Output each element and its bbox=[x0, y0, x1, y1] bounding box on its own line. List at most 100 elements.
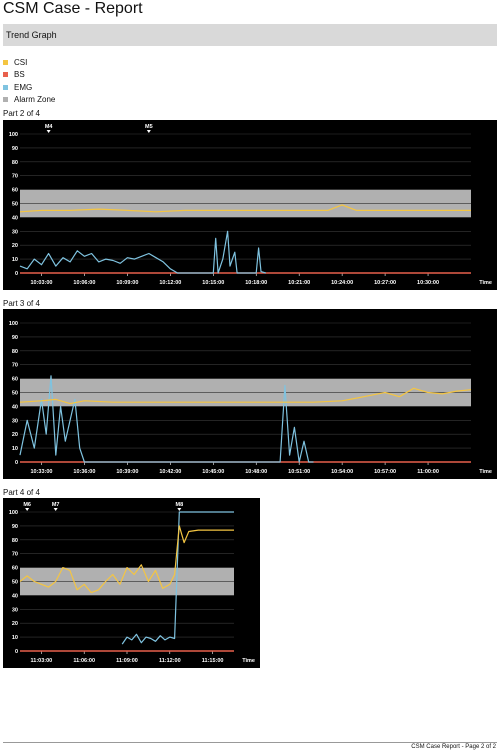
page-footer: CSM Case Report - Page 2 of 2 bbox=[411, 744, 496, 750]
marker-label-m8: M8 bbox=[175, 502, 183, 508]
legend-item-bs: BS bbox=[3, 69, 55, 82]
y-tick-label: 70 bbox=[12, 363, 18, 369]
series-line-emg bbox=[19, 230, 266, 274]
y-tick-label: 10 bbox=[12, 257, 18, 263]
legend-swatch-alarm-zone bbox=[3, 97, 8, 103]
legend-label-csi: CSI bbox=[14, 57, 28, 67]
x-tick-label: 11:06:00 bbox=[73, 658, 95, 664]
y-tick-label: 10 bbox=[12, 635, 18, 641]
y-tick-label: 60 bbox=[12, 188, 18, 194]
y-tick-label: 100 bbox=[9, 321, 18, 327]
marker-arrow-icon bbox=[177, 508, 182, 511]
legend-label-alarm-zone: Alarm Zone bbox=[14, 95, 56, 105]
y-tick-label: 50 bbox=[12, 580, 18, 586]
trend-chart-part-2: 0 10 20 30 40 50 60 70 80 90 100 10:03:00 10:06:00 10… bbox=[3, 120, 497, 290]
y-tick-label: 100 bbox=[9, 132, 18, 138]
x-tick-label: 10:51:00 bbox=[288, 469, 310, 475]
series-line-csi bbox=[19, 525, 234, 594]
trend-chart-part-3: 0 10 20 30 40 50 60 70 80 90 100 10:33:00 10:36:00 10… bbox=[3, 309, 497, 479]
section-title: Trend Graph bbox=[6, 30, 57, 40]
series-line-csi bbox=[19, 204, 471, 213]
x-tick-label: 11:12:00 bbox=[159, 658, 181, 664]
y-tick-label: 50 bbox=[12, 391, 18, 397]
trend-chart-part-4: 0 10 20 30 40 50 60 70 80 90 100 11:03:00 11:06:00 11… bbox=[3, 498, 260, 668]
legend-item-csi: CSI bbox=[3, 56, 55, 69]
x-tick-label: 10:54:00 bbox=[331, 469, 353, 475]
x-tick-label: 11:15:00 bbox=[202, 658, 224, 664]
series-line-csi bbox=[19, 387, 472, 405]
legend-item-alarm-zone: Alarm Zone bbox=[3, 94, 55, 107]
section-header: Trend Graph bbox=[3, 24, 497, 46]
y-tick-label: 20 bbox=[12, 243, 18, 249]
marker-arrow-icon bbox=[146, 130, 151, 133]
y-tick-label: 70 bbox=[12, 174, 18, 180]
x-tick-label: 10:09:00 bbox=[116, 280, 138, 286]
marker-arrow-icon bbox=[53, 508, 58, 511]
legend-swatch-bs bbox=[3, 72, 8, 78]
x-tick-label: 10:33:00 bbox=[30, 469, 52, 475]
y-tick-label: 80 bbox=[12, 538, 18, 544]
part-label-2: Part 2 of 4 bbox=[3, 109, 40, 118]
marker-label-m4: M4 bbox=[45, 124, 54, 130]
x-axis-unit: Time bbox=[242, 658, 255, 664]
x-axis-unit: Time bbox=[479, 469, 492, 475]
y-tick-label: 20 bbox=[12, 432, 18, 438]
y-tick-label: 70 bbox=[12, 552, 18, 558]
series-line-emg bbox=[121, 511, 234, 645]
x-tick-label: 10:45:00 bbox=[202, 469, 224, 475]
legend-swatch-emg bbox=[3, 84, 8, 90]
x-tick-label: 10:18:00 bbox=[245, 280, 267, 286]
y-tick-label: 100 bbox=[9, 510, 18, 516]
x-tick-label: 10:27:00 bbox=[374, 280, 396, 286]
y-tick-label: 60 bbox=[12, 566, 18, 572]
y-tick-label: 20 bbox=[12, 621, 18, 627]
x-tick-label: 10:21:00 bbox=[288, 280, 310, 286]
y-tick-label: 30 bbox=[12, 607, 18, 613]
page-title: CSM Case - Report bbox=[3, 0, 143, 17]
x-axis-unit: Time bbox=[479, 280, 492, 286]
marker-label-m6: M6 bbox=[23, 502, 31, 508]
legend-item-emg: EMG bbox=[3, 81, 55, 94]
x-tick-label: 10:36:00 bbox=[73, 469, 95, 475]
x-tick-label: 10:06:00 bbox=[73, 280, 95, 286]
x-tick-label: 10:03:00 bbox=[30, 280, 52, 286]
x-tick-label: 11:03:00 bbox=[31, 658, 53, 664]
y-tick-label: 40 bbox=[12, 404, 18, 410]
y-tick-label: 80 bbox=[12, 160, 18, 166]
x-tick-label: 10:42:00 bbox=[159, 469, 181, 475]
y-tick-label: 30 bbox=[12, 418, 18, 424]
y-tick-label: 90 bbox=[12, 524, 18, 530]
x-tick-label: 10:30:00 bbox=[417, 280, 439, 286]
x-tick-label: 10:48:00 bbox=[245, 469, 267, 475]
part-label-3: Part 3 of 4 bbox=[3, 299, 40, 308]
footer-divider bbox=[3, 742, 497, 743]
x-tick-label: 10:57:00 bbox=[374, 469, 396, 475]
y-tick-label: 40 bbox=[12, 215, 18, 221]
x-tick-label: 10:12:00 bbox=[159, 280, 181, 286]
y-tick-label: 90 bbox=[12, 335, 18, 341]
marker-arrow-icon bbox=[46, 130, 51, 133]
legend-swatch-csi bbox=[3, 59, 8, 65]
legend-label-emg: EMG bbox=[14, 82, 33, 92]
legend-label-bs: BS bbox=[14, 70, 25, 80]
y-tick-label: 0 bbox=[15, 460, 18, 466]
x-tick-label: 10:39:00 bbox=[116, 469, 138, 475]
x-tick-label: 11:09:00 bbox=[116, 658, 138, 664]
y-tick-label: 80 bbox=[12, 349, 18, 355]
y-tick-label: 40 bbox=[12, 593, 18, 599]
y-tick-label: 90 bbox=[12, 146, 18, 152]
marker-arrow-icon bbox=[25, 508, 30, 511]
x-tick-label: 10:24:00 bbox=[331, 280, 353, 286]
y-tick-label: 50 bbox=[12, 202, 18, 208]
part-label-4: Part 4 of 4 bbox=[3, 488, 40, 497]
x-tick-label: 11:00:00 bbox=[417, 469, 439, 475]
x-tick-label: 10:15:00 bbox=[202, 280, 224, 286]
marker-label-m7: M7 bbox=[52, 502, 60, 508]
y-tick-label: 30 bbox=[12, 229, 18, 235]
y-tick-label: 0 bbox=[15, 649, 18, 655]
y-tick-label: 60 bbox=[12, 377, 18, 383]
y-tick-label: 10 bbox=[12, 446, 18, 452]
series-line-emg bbox=[19, 375, 314, 463]
marker-label-m5: M5 bbox=[145, 124, 153, 130]
y-tick-label: 0 bbox=[15, 271, 18, 277]
